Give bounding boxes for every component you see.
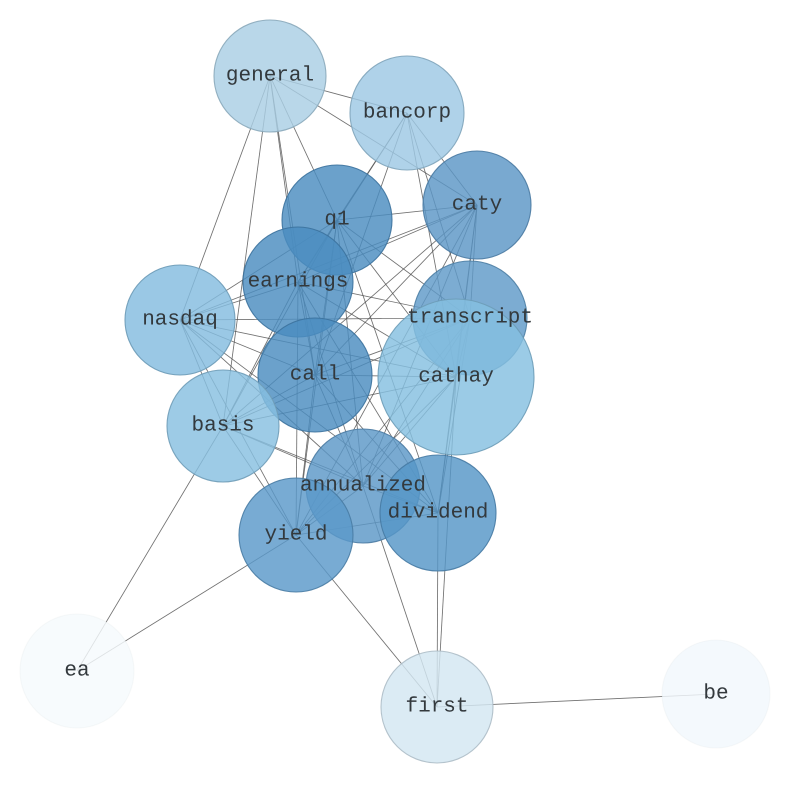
svg-text:yield: yield <box>264 524 327 547</box>
svg-text:annualized: annualized <box>300 475 426 498</box>
svg-text:bancorp: bancorp <box>363 102 451 125</box>
svg-text:q1: q1 <box>324 209 349 232</box>
svg-text:caty: caty <box>452 194 502 217</box>
svg-text:be: be <box>703 683 728 706</box>
svg-text:first: first <box>405 696 468 719</box>
svg-text:call: call <box>290 364 340 387</box>
svg-text:basis: basis <box>191 415 254 438</box>
svg-text:nasdaq: nasdaq <box>142 309 218 332</box>
svg-text:ea: ea <box>64 660 89 683</box>
svg-text:dividend: dividend <box>388 502 489 525</box>
svg-text:transcript: transcript <box>407 307 533 330</box>
svg-text:general: general <box>226 65 314 88</box>
svg-text:cathay: cathay <box>418 366 494 389</box>
svg-text:earnings: earnings <box>248 271 349 294</box>
